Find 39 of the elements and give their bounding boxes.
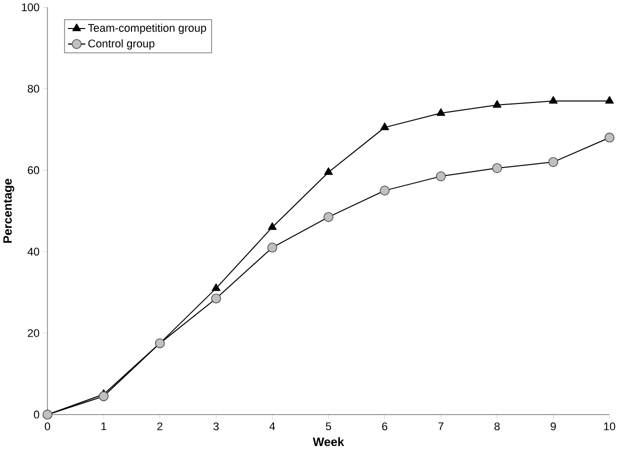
point — [324, 167, 333, 175]
point — [436, 108, 446, 116]
point — [98, 391, 109, 401]
x-tick-label: 8 — [494, 422, 500, 430]
x-tick-label: 1 — [101, 422, 106, 430]
x-tick-label: 6 — [382, 422, 388, 430]
y-tick-label: 100 — [22, 3, 40, 11]
point — [154, 338, 165, 348]
point — [492, 100, 502, 108]
point — [436, 171, 446, 182]
point — [212, 283, 220, 291]
point — [548, 96, 558, 104]
legend-label: Control group — [88, 39, 154, 50]
point — [380, 185, 390, 196]
x-tick-label: 2 — [157, 422, 162, 430]
x-tick-label: 10 — [604, 422, 616, 430]
y-tick-label: 60 — [28, 166, 40, 174]
x-tick-label: 0 — [44, 422, 50, 430]
y-tick-label: 40 — [28, 248, 40, 256]
x-tick-label: 9 — [550, 422, 556, 430]
point — [548, 156, 558, 167]
point — [324, 212, 334, 222]
y-axis-title: Percentage — [3, 178, 14, 242]
point — [267, 242, 278, 252]
y-tick-label: 80 — [28, 84, 40, 92]
x-tick-label: 4 — [269, 422, 276, 430]
x-tick-label: 3 — [213, 422, 219, 430]
point — [380, 122, 390, 130]
point — [604, 132, 614, 142]
y-tick-label: 20 — [28, 329, 40, 337]
legend-label: Team-competition group — [88, 24, 206, 34]
x-tick-label: 7 — [438, 422, 444, 430]
point — [492, 163, 502, 173]
point — [211, 293, 222, 304]
x-axis-title: Week — [312, 436, 344, 446]
y-tick-label: 0 — [34, 410, 40, 418]
x-tick-label: 5 — [326, 422, 332, 430]
point — [605, 96, 614, 104]
point — [268, 222, 277, 230]
